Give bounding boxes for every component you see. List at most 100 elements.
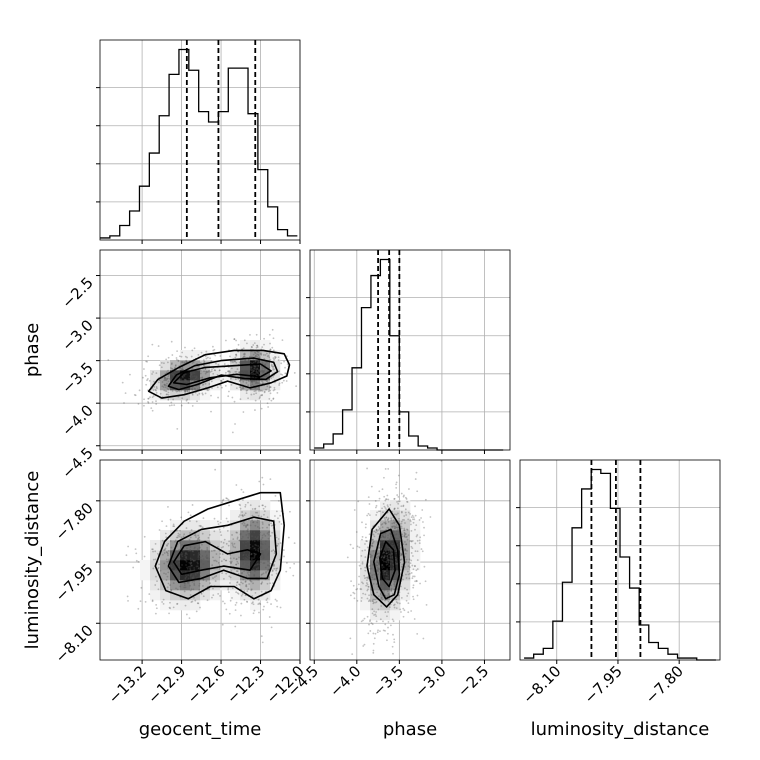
sample-point <box>245 379 248 382</box>
sample-point <box>154 612 157 615</box>
contour-line <box>379 540 396 588</box>
sample-point <box>386 632 389 635</box>
sample-point <box>147 355 150 358</box>
sample-point <box>189 546 192 548</box>
sample-point <box>199 369 202 372</box>
sample-point <box>196 388 199 391</box>
sample-point <box>237 592 240 595</box>
sample-point <box>372 600 374 603</box>
sample-point <box>397 496 400 498</box>
sample-point <box>393 588 396 591</box>
sample-point <box>415 471 418 474</box>
sample-point <box>187 581 190 584</box>
sample-point <box>391 618 394 621</box>
sample-point <box>177 359 180 362</box>
sample-point <box>183 361 186 364</box>
sample-point <box>391 556 394 558</box>
sample-point <box>242 411 245 413</box>
panel-frame <box>309 249 511 451</box>
sample-point <box>234 360 237 363</box>
sample-point <box>231 534 233 536</box>
sample-point <box>388 538 391 541</box>
sample-point <box>247 367 250 370</box>
sample-point <box>271 569 274 572</box>
sample-point <box>170 553 172 556</box>
sample-point <box>367 632 370 635</box>
sample-point <box>254 360 257 363</box>
sample-point <box>368 503 371 505</box>
x-tick-label: −3.0 <box>411 662 449 700</box>
sample-point <box>225 559 228 562</box>
sample-point <box>181 351 184 354</box>
sample-point <box>205 350 208 353</box>
sample-point <box>268 545 271 548</box>
sample-point <box>267 564 270 567</box>
sample-point <box>373 610 376 613</box>
sample-point <box>218 528 221 531</box>
sample-point <box>415 524 418 527</box>
density-cell <box>270 520 281 531</box>
sample-point <box>163 383 166 386</box>
sample-point <box>393 533 396 536</box>
density-cell <box>240 340 251 351</box>
sample-point <box>146 378 149 380</box>
sample-point <box>137 560 140 563</box>
sample-point <box>247 370 250 373</box>
sample-point <box>240 572 243 575</box>
sample-point <box>193 582 196 585</box>
sample-point <box>393 508 396 511</box>
sample-point <box>277 359 280 362</box>
sample-point <box>256 537 258 540</box>
sample-point <box>403 535 406 538</box>
sample-point <box>391 553 393 556</box>
sample-point <box>418 519 421 521</box>
sample-point <box>384 666 386 668</box>
sample-point <box>250 553 253 555</box>
sample-point <box>260 352 262 354</box>
sample-point <box>165 558 168 561</box>
density-cell <box>380 500 391 511</box>
sample-point <box>202 359 205 362</box>
sample-point <box>383 521 386 524</box>
sample-point <box>390 573 393 576</box>
density-cell <box>230 580 241 591</box>
sample-point <box>391 550 393 553</box>
sample-point <box>404 496 407 499</box>
sample-point <box>206 556 209 559</box>
density-cell <box>150 540 161 551</box>
sample-point <box>199 377 202 379</box>
sample-point <box>218 369 221 372</box>
sample-point <box>203 370 205 373</box>
sample-point <box>392 519 395 522</box>
sample-point <box>268 523 270 526</box>
sample-point <box>389 548 391 551</box>
sample-point <box>283 360 285 363</box>
sample-point <box>201 376 204 379</box>
sample-point <box>405 558 408 561</box>
x-tick-label: −7.80 <box>642 662 687 707</box>
sample-point <box>181 375 184 378</box>
sample-point <box>253 367 256 370</box>
sample-point <box>260 541 263 543</box>
sample-point <box>252 521 255 523</box>
sample-point <box>390 584 393 587</box>
sample-point <box>278 558 281 561</box>
sample-point <box>261 504 264 507</box>
sample-point <box>181 361 184 364</box>
sample-point <box>234 423 236 425</box>
sample-point <box>212 349 215 352</box>
sample-point <box>376 591 378 594</box>
sample-point <box>239 533 242 536</box>
sample-point <box>192 588 195 591</box>
sample-point <box>149 396 151 399</box>
sample-point <box>266 526 268 529</box>
sample-point <box>209 371 212 373</box>
sample-point <box>254 549 257 551</box>
sample-point <box>404 548 407 551</box>
sample-point <box>218 556 221 559</box>
sample-point <box>228 370 231 373</box>
sample-point <box>377 525 380 528</box>
density-cell <box>410 530 421 541</box>
density-cell <box>370 580 381 591</box>
sample-point <box>389 567 392 570</box>
